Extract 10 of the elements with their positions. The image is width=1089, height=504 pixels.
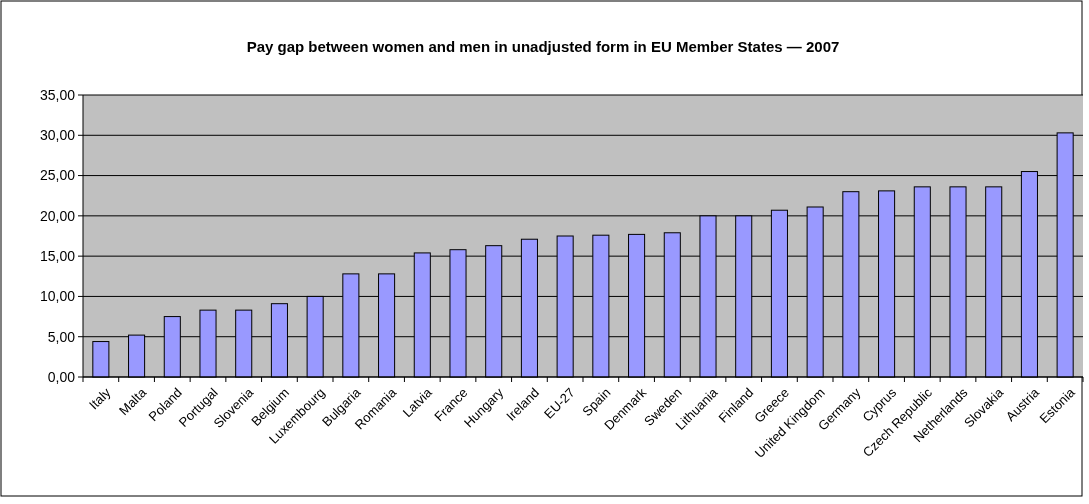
y-tick-label: 10,00: [39, 288, 76, 305]
chart-title: Pay gap between women and men in unadjusted form in EU Member States — 2007: [246, 38, 840, 55]
y-tick-label: 15,00: [39, 248, 76, 265]
y-tick-label: 25,00: [39, 167, 76, 184]
y-tick-label: 5,00: [47, 328, 76, 345]
y-tick-label: 0,00: [47, 368, 76, 385]
y-tick-label: 35,00: [39, 86, 76, 103]
x-tick-label: Italy: [85, 384, 114, 413]
y-tick-label: 20,00: [39, 207, 76, 224]
y-tick-label: 30,00: [39, 127, 76, 144]
